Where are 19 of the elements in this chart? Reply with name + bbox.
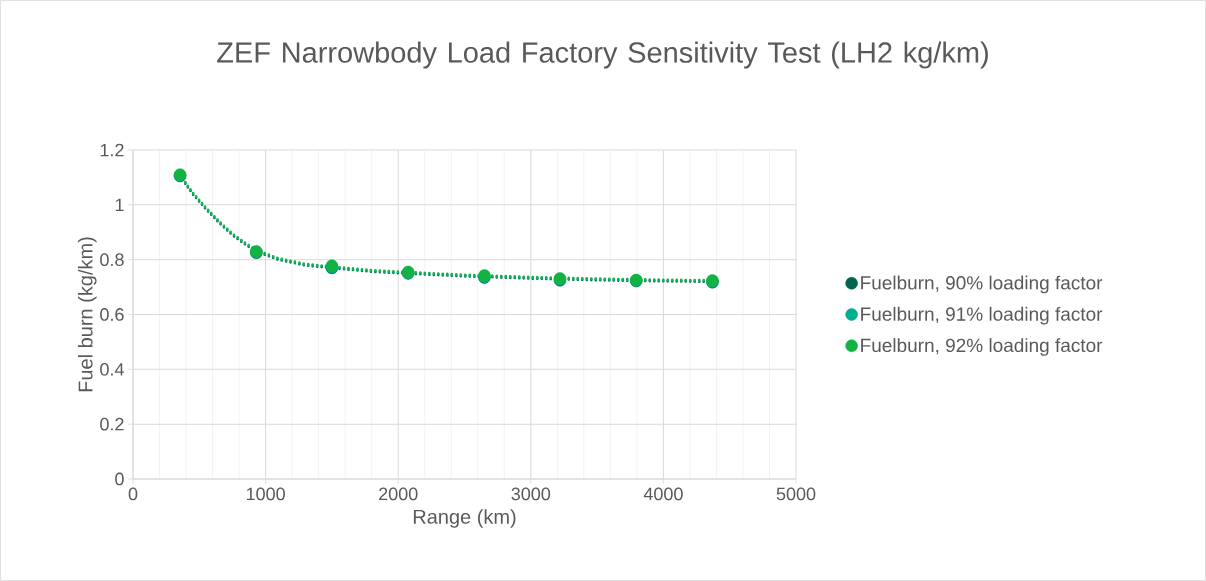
x-tick-label: 5000 [776,487,816,501]
x-tick-label: 0 [128,487,138,501]
legend-label: Fuelburn, 91% loading factor [861,306,1103,325]
y-tick-label: 1.2 [100,143,124,157]
x-tick-label: 1000 [246,487,285,501]
x-tick-label: 4000 [643,487,683,501]
y-tick-label: 0 [115,472,124,486]
legend-label: Fuelburn, 90% loading factor [861,275,1103,294]
x-tick-label: 2000 [379,487,418,501]
chart-title: ZEF Narrowbody Load Factory Sensitivity Test (LH2 kg/km) [217,41,988,69]
x-tick-label: 3000 [511,487,551,501]
y-tick-label: 1 [115,198,124,212]
y-tick-label: 0.6 [100,308,124,321]
y-tick-label: 0.4 [100,362,124,376]
y-tick-label: 0.8 [100,253,124,267]
y-axis-title: Fuel burn (kg/km) [77,237,97,392]
x-axis-title: Range (km) [413,509,516,528]
y-tick-label: 0.2 [100,417,124,431]
legend-label: Fuelburn, 92% loading factor [861,338,1103,356]
